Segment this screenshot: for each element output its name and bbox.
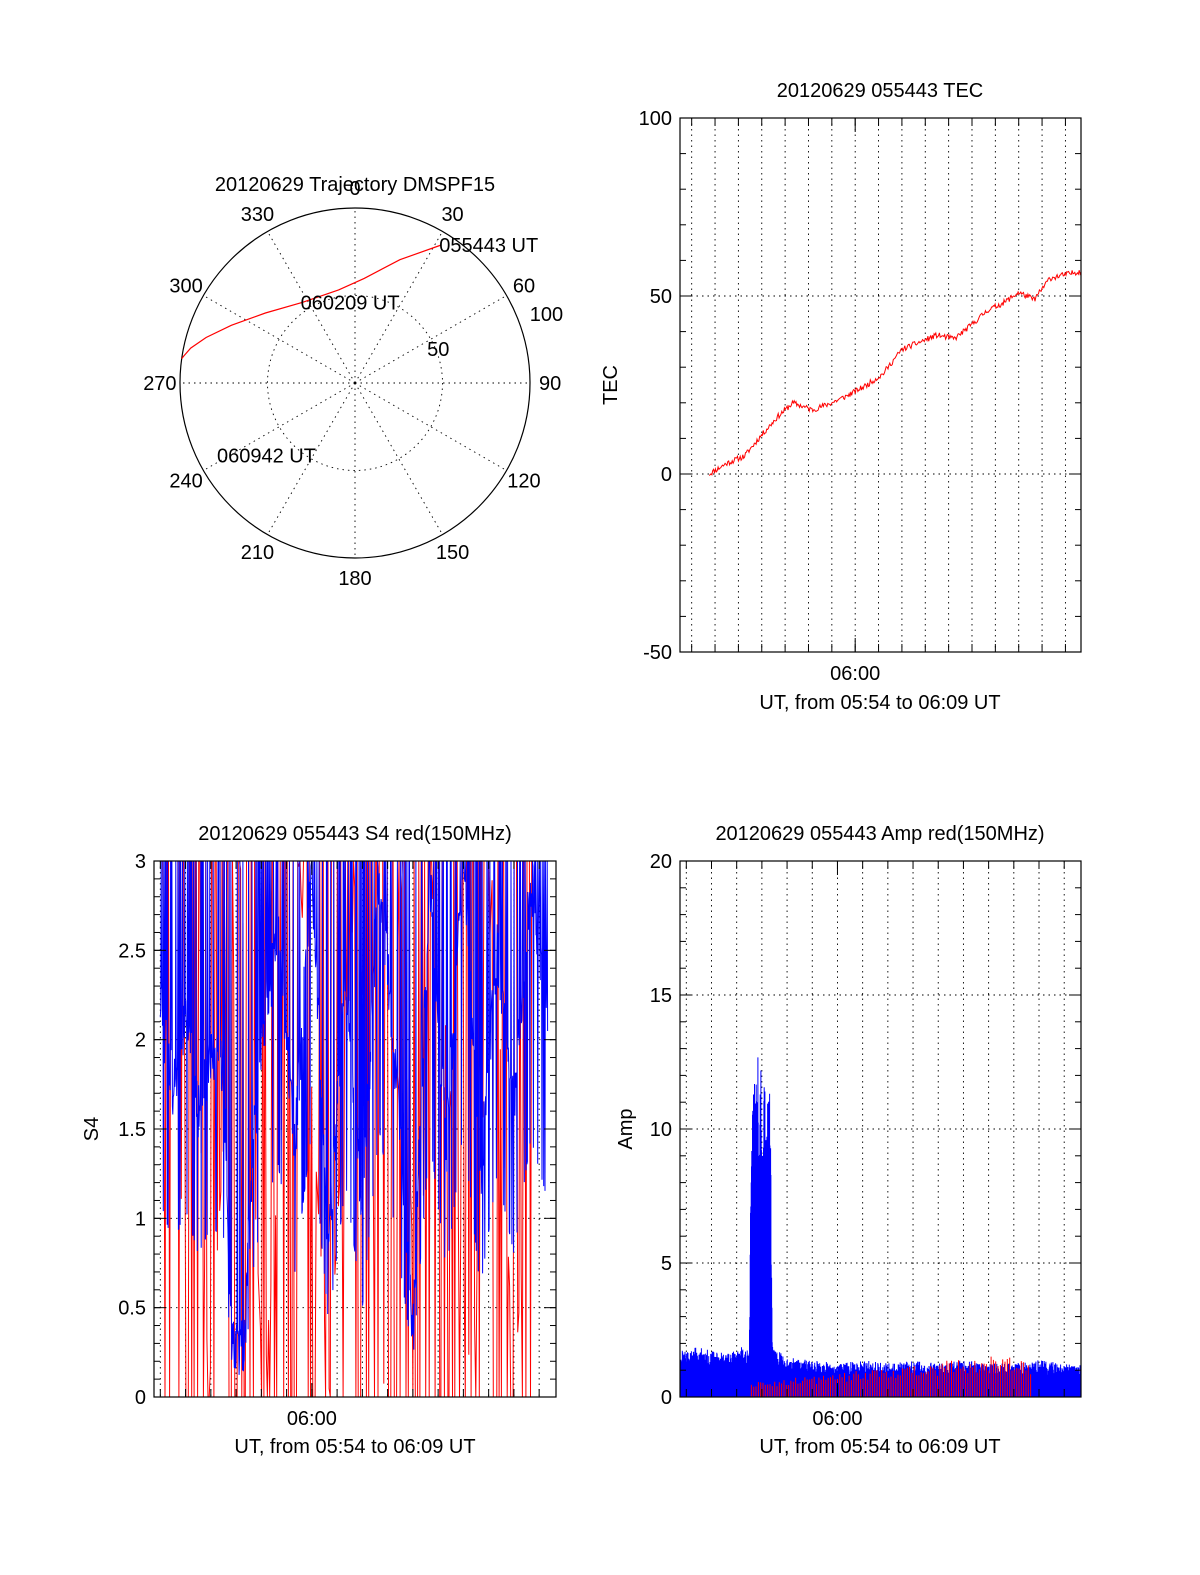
tec-ticks: -50 0 50 100 06:00 xyxy=(639,108,1081,685)
tec-panel: 20120629 055443 TEC -50 0 50 100 06:00 TEC U… xyxy=(600,80,1082,714)
y-tick-label: 20 xyxy=(650,851,672,873)
y-tick-label: 0.5 xyxy=(118,1298,146,1320)
amp-ticks: 0 5 10 15 20 06:00 xyxy=(650,851,1081,1430)
y-tick-label: -50 xyxy=(643,642,672,664)
trajectory-line xyxy=(181,244,442,359)
y-tick-label: 0 xyxy=(661,1387,672,1409)
tec-plot-frame xyxy=(679,117,1082,653)
polar-labels: 0 30 60 90 120 150 180 210 240 270 300 330 50 100 0554… xyxy=(143,178,563,590)
azimuth-label-270: 270 xyxy=(143,373,176,395)
azimuth-label-180: 180 xyxy=(338,568,371,590)
polar-spoke xyxy=(354,382,507,471)
y-tick-label: 0 xyxy=(661,464,672,486)
azimuth-label-30: 30 xyxy=(441,204,463,226)
trajectory-panel: 20120629 Trajectory DMSPF15 0 30 60 90 120 15… xyxy=(143,174,563,590)
trajectory-annotation: 060209 UT xyxy=(301,292,400,314)
series-line-blue xyxy=(679,1057,1082,1397)
s4-ylabel: S4 xyxy=(81,1117,103,1141)
tec-grid xyxy=(680,118,1081,652)
ring-label-50: 50 xyxy=(427,339,449,361)
azimuth-label-240: 240 xyxy=(169,471,202,493)
tec-xlabel: UT, from 05:54 to 06:09 UT xyxy=(759,692,1000,714)
trajectory-annotation: 055443 UT xyxy=(439,235,538,257)
tec-title: 20120629 055443 TEC xyxy=(777,80,983,102)
tec-series xyxy=(708,270,1082,476)
azimuth-label-0: 0 xyxy=(349,178,360,200)
y-tick-label: 3 xyxy=(135,851,146,873)
s4-ticks: 0 0.5 1 1.5 2 2.5 3 06:00 xyxy=(118,851,556,1430)
amp-panel: 20120629 055443 Amp red(150MHz) 0 5 10 15 20… xyxy=(615,823,1082,1458)
s4-xlabel: UT, from 05:54 to 06:09 UT xyxy=(234,1436,475,1458)
amp-series xyxy=(679,1057,1082,1397)
amp-title: 20120629 055443 Amp red(150MHz) xyxy=(715,823,1044,845)
azimuth-label-60: 60 xyxy=(513,275,535,297)
amp-xlabel: UT, from 05:54 to 06:09 UT xyxy=(759,1436,1000,1458)
y-tick-label: 15 xyxy=(650,985,672,1007)
trajectory-title: 20120629 Trajectory DMSPF15 xyxy=(215,174,495,196)
series-line-red xyxy=(750,1356,1032,1397)
amp-grid xyxy=(680,861,1081,1397)
polar-grid xyxy=(179,207,531,559)
azimuth-label-90: 90 xyxy=(539,373,561,395)
y-tick-label: 0 xyxy=(135,1387,146,1409)
y-tick-label: 1.5 xyxy=(118,1119,146,1141)
tec-ylabel: TEC xyxy=(600,365,622,405)
y-tick-label: 1 xyxy=(135,1208,146,1230)
y-tick-label: 5 xyxy=(661,1253,672,1275)
amp-plot-frame xyxy=(679,860,1082,1398)
polar-spoke xyxy=(354,382,443,535)
azimuth-label-300: 300 xyxy=(169,275,202,297)
x-tick-label: 06:00 xyxy=(287,1408,337,1430)
polar-outer-ring xyxy=(179,207,531,559)
x-tick-label: 06:00 xyxy=(830,663,880,685)
s4-series xyxy=(159,860,549,1398)
s4-title: 20120629 055443 S4 red(150MHz) xyxy=(198,823,512,845)
y-tick-label: 100 xyxy=(639,108,672,130)
amp-ylabel: Amp xyxy=(615,1108,637,1149)
series-line-blue xyxy=(159,860,549,1375)
azimuth-label-120: 120 xyxy=(507,471,540,493)
y-tick-label: 2.5 xyxy=(118,940,146,962)
series-line-red xyxy=(708,270,1082,476)
azimuth-label-150: 150 xyxy=(436,542,469,564)
y-tick-label: 2 xyxy=(135,1030,146,1052)
polar-ring xyxy=(267,295,443,471)
azimuth-label-330: 330 xyxy=(241,204,274,226)
ring-label-100: 100 xyxy=(530,304,563,326)
y-tick-label: 50 xyxy=(650,286,672,308)
trajectory-series xyxy=(181,244,442,359)
trajectory-annotation: 060942 UT xyxy=(217,445,316,467)
s4-panel: 20120629 055443 S4 red(150MHz) 0 0.5 1 1.5 2… xyxy=(81,823,557,1458)
y-tick-label: 10 xyxy=(650,1119,672,1141)
azimuth-label-210: 210 xyxy=(241,542,274,564)
x-tick-label: 06:00 xyxy=(812,1408,862,1430)
